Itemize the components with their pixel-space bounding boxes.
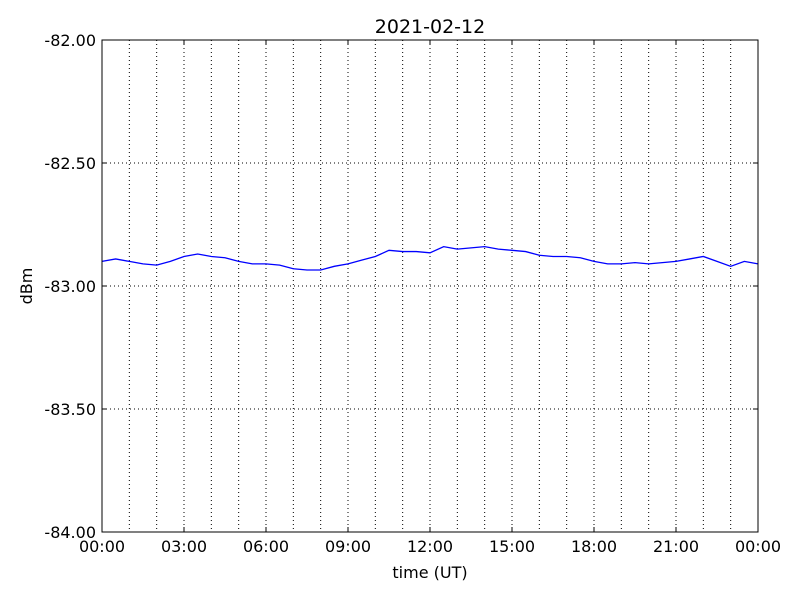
y-tick-label: -83.50 xyxy=(44,400,96,419)
x-tick-label: 03:00 xyxy=(161,537,207,556)
x-axis-label: time (UT) xyxy=(392,563,467,582)
x-tick-label: 00:00 xyxy=(735,537,781,556)
x-tick-label: 09:00 xyxy=(325,537,371,556)
x-tick-label: 06:00 xyxy=(243,537,289,556)
y-tick-label: -83.00 xyxy=(44,277,96,296)
x-tick-label: 15:00 xyxy=(489,537,535,556)
y-tick-label: -82.00 xyxy=(44,31,96,50)
x-tick-label: 12:00 xyxy=(407,537,453,556)
x-tick-label: 21:00 xyxy=(653,537,699,556)
y-tick-label: -84.00 xyxy=(44,523,96,542)
y-axis-label: dBm xyxy=(17,268,36,305)
plot-frame xyxy=(101,39,759,533)
x-tick-label: 00:00 xyxy=(79,537,125,556)
data-line xyxy=(101,245,759,271)
chart-title: 2021-02-12 xyxy=(375,16,485,38)
y-tick-label: -82.50 xyxy=(44,154,96,173)
x-tick-label: 18:00 xyxy=(571,537,617,556)
